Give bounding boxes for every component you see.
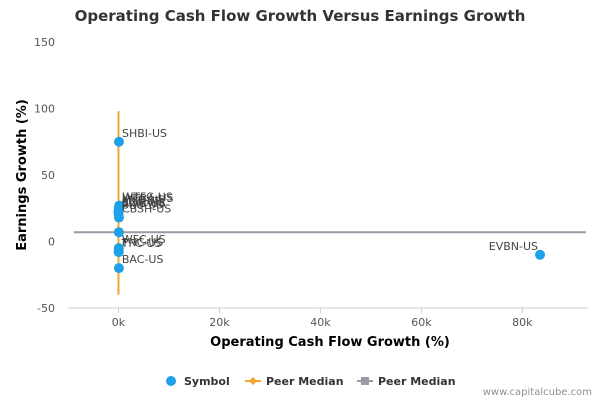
legend-peer-median-x-marker	[249, 377, 257, 385]
point-label: TFC-US	[121, 237, 162, 250]
legend-symbol-marker	[166, 376, 176, 386]
point-label: BAC-US	[122, 253, 164, 266]
point-label: MTB-US	[122, 193, 165, 206]
point-label: SHBI-US	[122, 127, 167, 140]
x-tick-label: 20k	[209, 316, 230, 329]
point-label: BOH-US	[122, 196, 165, 209]
data-point[interactable]	[113, 263, 124, 274]
legend-peer-median-x-label: Peer Median	[266, 375, 344, 388]
point-label: WFC-US	[122, 233, 166, 246]
y-tick-label: 0	[48, 236, 55, 249]
data-point[interactable]	[113, 247, 124, 258]
legend: Symbol Peer Median Peer Median	[166, 375, 456, 388]
x-tick-label: 40k	[310, 316, 331, 329]
plot-area: SHBI-US WTFC-USWTBA-USMTB-USFRC-USBOH-USS…	[74, 111, 586, 295]
legend-peer-median-y-marker	[361, 377, 369, 385]
x-axis-ticks: 0k 20k 40k 60k 80k	[112, 308, 533, 329]
y-axis-title: Earnings Growth (%)	[15, 99, 30, 251]
point-label: PNC-US	[122, 236, 164, 249]
legend-item-peer-median-x[interactable]: Peer Median	[245, 375, 344, 388]
legend-item-peer-median-y[interactable]: Peer Median	[357, 375, 456, 388]
y-tick-label: 50	[41, 169, 55, 182]
y-tick-label: 150	[34, 36, 55, 49]
data-point[interactable]	[113, 136, 124, 147]
data-point[interactable]	[113, 227, 124, 238]
point-label: WTFC-US	[122, 191, 173, 204]
point-label: FRC-US	[122, 195, 162, 208]
y-tick-label: -50	[37, 302, 55, 315]
x-tick-label: 60k	[411, 316, 432, 329]
point-label: EVBN-US	[489, 240, 538, 253]
chart-title: Operating Cash Flow Growth Versus Earnin…	[75, 7, 526, 25]
x-axis-title: Operating Cash Flow Growth (%)	[210, 335, 450, 350]
data-point[interactable]	[535, 249, 546, 260]
point-label: SIVB-US	[121, 197, 165, 210]
data-point[interactable]	[113, 212, 124, 223]
legend-item-symbol[interactable]: Symbol	[166, 375, 230, 388]
point-label: BKU-US	[122, 199, 164, 212]
credit-text: www.capitalcube.com	[483, 387, 592, 398]
legend-peer-median-y-label: Peer Median	[378, 375, 456, 388]
x-tick-label: 80k	[512, 316, 533, 329]
y-axis-ticks: -50 0 50 100 150	[34, 36, 55, 315]
legend-symbol-label: Symbol	[184, 375, 230, 388]
y-tick-label: 100	[34, 103, 55, 116]
x-tick-label: 0k	[112, 316, 126, 329]
point-label: WTBA-US	[122, 192, 173, 205]
point-label: CBSH-US	[122, 203, 171, 216]
